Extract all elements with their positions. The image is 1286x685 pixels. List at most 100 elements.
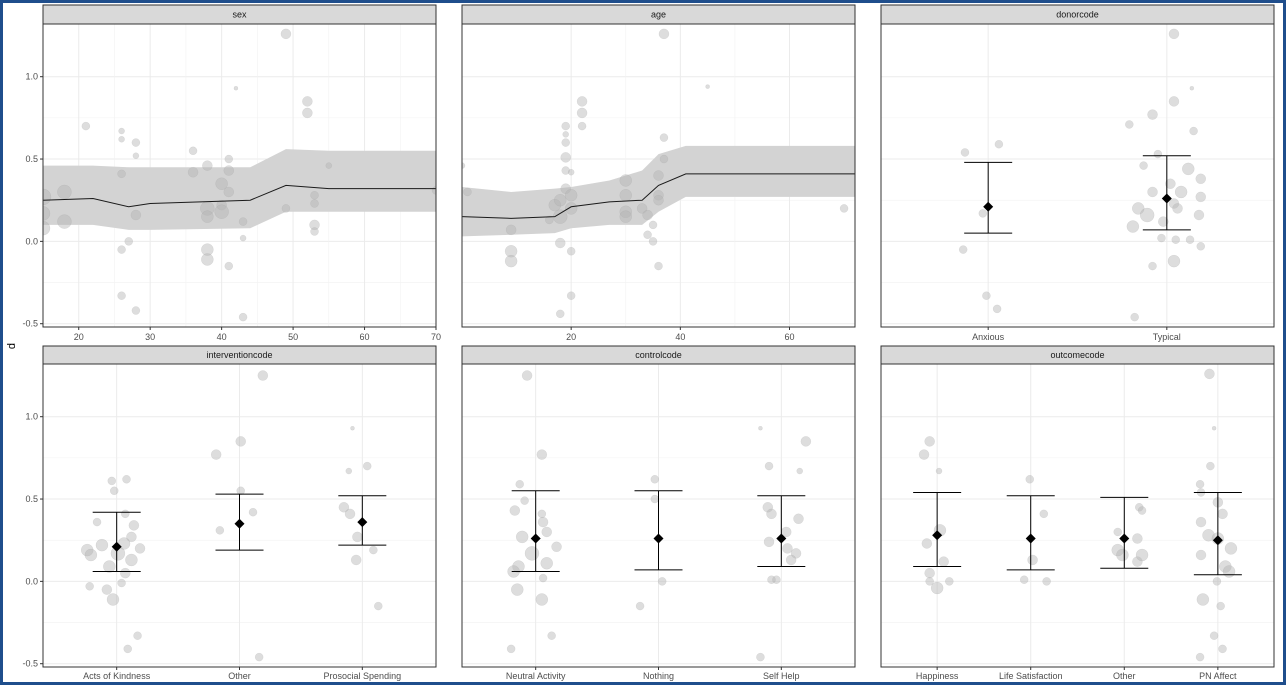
x-tick-label: 20 xyxy=(566,332,576,342)
data-point xyxy=(1195,516,1207,528)
data-point xyxy=(1216,601,1225,611)
data-point xyxy=(764,461,774,471)
x-tick-label: 40 xyxy=(217,332,227,342)
data-point xyxy=(201,210,214,223)
data-point xyxy=(238,217,248,226)
data-point xyxy=(994,139,1004,149)
x-tick-label: Life Satisfaction xyxy=(999,671,1063,681)
data-point xyxy=(1172,203,1183,214)
data-point xyxy=(659,154,669,164)
data-point xyxy=(762,502,774,513)
data-point xyxy=(344,508,356,520)
data-point xyxy=(1153,149,1163,159)
data-point xyxy=(512,560,525,573)
panel-interventioncode: interventioncode Acts of Kindness Other Pro… xyxy=(22,345,437,681)
data-point xyxy=(236,486,245,496)
panel-border xyxy=(42,23,437,328)
panel-strip-title: age xyxy=(651,10,666,20)
data-point xyxy=(215,177,228,190)
x-tick-label: 20 xyxy=(74,332,84,342)
data-point xyxy=(567,168,575,176)
data-point xyxy=(924,567,935,579)
data-point xyxy=(524,546,540,561)
estimate-diamond xyxy=(1161,193,1172,204)
estimate-diamond xyxy=(111,541,122,552)
data-point xyxy=(57,214,72,229)
data-point xyxy=(1189,126,1198,136)
panel-data-area xyxy=(462,24,855,327)
data-point xyxy=(1113,527,1122,537)
data-point xyxy=(566,291,576,300)
data-point xyxy=(117,245,126,254)
data-point xyxy=(238,312,248,322)
data-point xyxy=(924,436,935,447)
data-point xyxy=(925,577,934,586)
panel-data-area xyxy=(43,24,436,327)
data-point xyxy=(80,543,94,557)
data-point xyxy=(1224,542,1238,555)
data-point xyxy=(210,449,222,460)
x-tick-label: 60 xyxy=(784,332,794,342)
data-point xyxy=(117,291,126,300)
x-tick-label: 40 xyxy=(675,332,685,342)
data-point xyxy=(201,253,214,266)
data-point xyxy=(43,206,51,221)
data-point xyxy=(216,199,227,211)
data-point xyxy=(1139,161,1148,170)
data-point xyxy=(1182,162,1195,176)
data-point xyxy=(758,425,763,431)
trend-line xyxy=(462,173,855,219)
data-point xyxy=(1219,560,1232,573)
data-point xyxy=(235,436,246,447)
data-point xyxy=(281,204,291,213)
data-point xyxy=(224,261,234,271)
data-point xyxy=(121,509,130,519)
data-point xyxy=(1195,191,1207,203)
data-point xyxy=(131,306,141,315)
data-point xyxy=(369,545,378,555)
data-point xyxy=(535,593,549,606)
faceted-chart: d sex 20 30 40 50 60 70 -0.5 0.0 0.5 1.0 age 20 40 60 d… xyxy=(6,4,1275,681)
panel-border xyxy=(880,363,1275,668)
data-point xyxy=(215,526,225,535)
data-point xyxy=(130,209,142,221)
data-point xyxy=(85,582,94,591)
data-point xyxy=(309,219,320,231)
x-tick-label: 50 xyxy=(288,332,298,342)
data-point xyxy=(1025,475,1035,484)
data-point xyxy=(619,205,632,218)
data-point xyxy=(577,121,587,131)
data-point xyxy=(462,162,466,169)
data-point xyxy=(1174,185,1188,199)
data-point xyxy=(123,644,132,654)
data-point xyxy=(537,516,549,528)
data-point xyxy=(350,554,362,566)
data-point xyxy=(537,509,547,519)
data-point xyxy=(1171,235,1180,244)
data-point xyxy=(128,520,140,531)
data-point xyxy=(84,548,98,562)
estimate-diamond xyxy=(530,533,541,544)
data-point xyxy=(839,204,849,213)
data-point xyxy=(658,28,670,40)
data-point xyxy=(785,554,797,566)
data-point xyxy=(132,152,140,159)
panel-donorcode: donorcode Anxious Typical xyxy=(880,4,1275,342)
panel-background xyxy=(881,364,1274,667)
data-point xyxy=(350,425,355,431)
data-point xyxy=(1165,178,1176,189)
data-point xyxy=(504,254,518,268)
data-point xyxy=(978,209,988,218)
data-point xyxy=(1196,593,1210,606)
data-point xyxy=(1135,548,1149,562)
data-point xyxy=(766,508,777,520)
data-point xyxy=(224,154,234,164)
data-point xyxy=(1125,120,1134,129)
x-tick-label: 60 xyxy=(360,332,370,342)
data-point xyxy=(117,578,126,588)
data-point xyxy=(653,170,664,181)
data-point xyxy=(1217,508,1228,520)
data-point xyxy=(796,467,803,475)
data-point xyxy=(133,631,142,640)
